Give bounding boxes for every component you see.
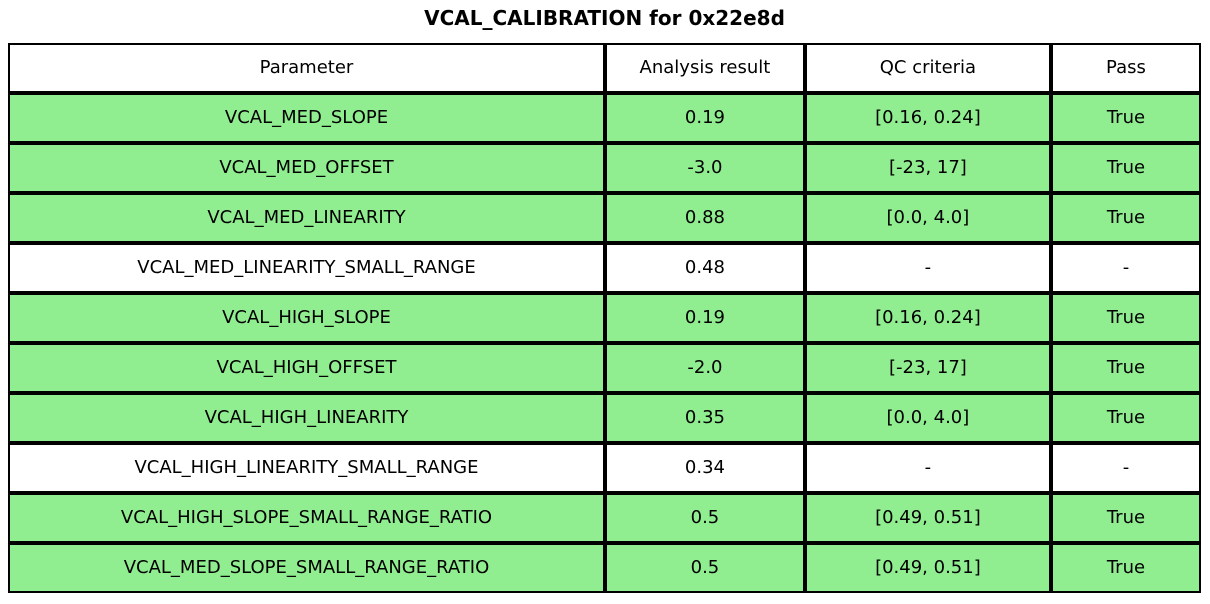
- table-row: VCAL_MED_SLOPE 0.19 [0.16, 0.24] True: [8, 93, 1201, 143]
- header-cell-analysis-result: Analysis result: [604, 43, 805, 93]
- cell-pass: True: [1050, 143, 1201, 193]
- cell-qc-criteria: [0.49, 0.51]: [804, 543, 1051, 593]
- cell-parameter: VCAL_HIGH_SLOPE: [8, 293, 605, 343]
- cell-analysis-result: 0.35: [604, 393, 805, 443]
- cell-qc-criteria: [0.16, 0.24]: [804, 293, 1051, 343]
- cell-pass: True: [1050, 343, 1201, 393]
- table-header-row: Parameter Analysis result QC criteria Pa…: [8, 43, 1201, 93]
- cell-parameter: VCAL_MED_LINEARITY: [8, 193, 605, 243]
- cell-qc-criteria: [-23, 17]: [804, 343, 1051, 393]
- cell-analysis-result: 0.19: [604, 93, 805, 143]
- cell-pass: True: [1050, 493, 1201, 543]
- cell-pass: -: [1050, 443, 1201, 493]
- cell-qc-criteria: [0.0, 4.0]: [804, 193, 1051, 243]
- cell-parameter: VCAL_HIGH_LINEARITY_SMALL_RANGE: [8, 443, 605, 493]
- cell-pass: True: [1050, 293, 1201, 343]
- cell-analysis-result: 0.5: [604, 543, 805, 593]
- cell-parameter: VCAL_HIGH_SLOPE_SMALL_RANGE_RATIO: [8, 493, 605, 543]
- cell-pass: True: [1050, 93, 1201, 143]
- header-cell-parameter: Parameter: [8, 43, 605, 93]
- table-row: VCAL_MED_OFFSET -3.0 [-23, 17] True: [8, 143, 1201, 193]
- cell-qc-criteria: -: [804, 443, 1051, 493]
- cell-qc-criteria: [0.49, 0.51]: [804, 493, 1051, 543]
- cell-parameter: VCAL_MED_OFFSET: [8, 143, 605, 193]
- table-row: VCAL_HIGH_LINEARITY_SMALL_RANGE 0.34 - -: [8, 443, 1201, 493]
- table-row: VCAL_HIGH_SLOPE 0.19 [0.16, 0.24] True: [8, 293, 1201, 343]
- cell-qc-criteria: -: [804, 243, 1051, 293]
- cell-parameter: VCAL_MED_SLOPE: [8, 93, 605, 143]
- table-row: VCAL_HIGH_OFFSET -2.0 [-23, 17] True: [8, 343, 1201, 393]
- table-row: VCAL_HIGH_LINEARITY 0.35 [0.0, 4.0] True: [8, 393, 1201, 443]
- table-row: VCAL_MED_LINEARITY_SMALL_RANGE 0.48 - -: [8, 243, 1201, 293]
- cell-analysis-result: -3.0: [604, 143, 805, 193]
- cell-pass: True: [1050, 393, 1201, 443]
- cell-parameter: VCAL_HIGH_OFFSET: [8, 343, 605, 393]
- header-cell-qc-criteria: QC criteria: [804, 43, 1051, 93]
- cell-analysis-result: 0.19: [604, 293, 805, 343]
- figure-title: VCAL_CALIBRATION for 0x22e8d: [424, 6, 785, 30]
- cell-analysis-result: 0.5: [604, 493, 805, 543]
- cell-analysis-result: -2.0: [604, 343, 805, 393]
- cell-pass: True: [1050, 193, 1201, 243]
- cell-pass: True: [1050, 543, 1201, 593]
- cell-parameter: VCAL_MED_SLOPE_SMALL_RANGE_RATIO: [8, 543, 605, 593]
- cell-pass: -: [1050, 243, 1201, 293]
- table-row: VCAL_MED_SLOPE_SMALL_RANGE_RATIO 0.5 [0.…: [8, 543, 1201, 593]
- table-row: VCAL_HIGH_SLOPE_SMALL_RANGE_RATIO 0.5 [0…: [8, 493, 1201, 543]
- qc-results-table: Parameter Analysis result QC criteria Pa…: [8, 43, 1201, 593]
- cell-qc-criteria: [-23, 17]: [804, 143, 1051, 193]
- cell-parameter: VCAL_MED_LINEARITY_SMALL_RANGE: [8, 243, 605, 293]
- cell-analysis-result: 0.34: [604, 443, 805, 493]
- cell-parameter: VCAL_HIGH_LINEARITY: [8, 393, 605, 443]
- cell-qc-criteria: [0.0, 4.0]: [804, 393, 1051, 443]
- cell-analysis-result: 0.88: [604, 193, 805, 243]
- cell-qc-criteria: [0.16, 0.24]: [804, 93, 1051, 143]
- table-row: VCAL_MED_LINEARITY 0.88 [0.0, 4.0] True: [8, 193, 1201, 243]
- header-cell-pass: Pass: [1050, 43, 1201, 93]
- cell-analysis-result: 0.48: [604, 243, 805, 293]
